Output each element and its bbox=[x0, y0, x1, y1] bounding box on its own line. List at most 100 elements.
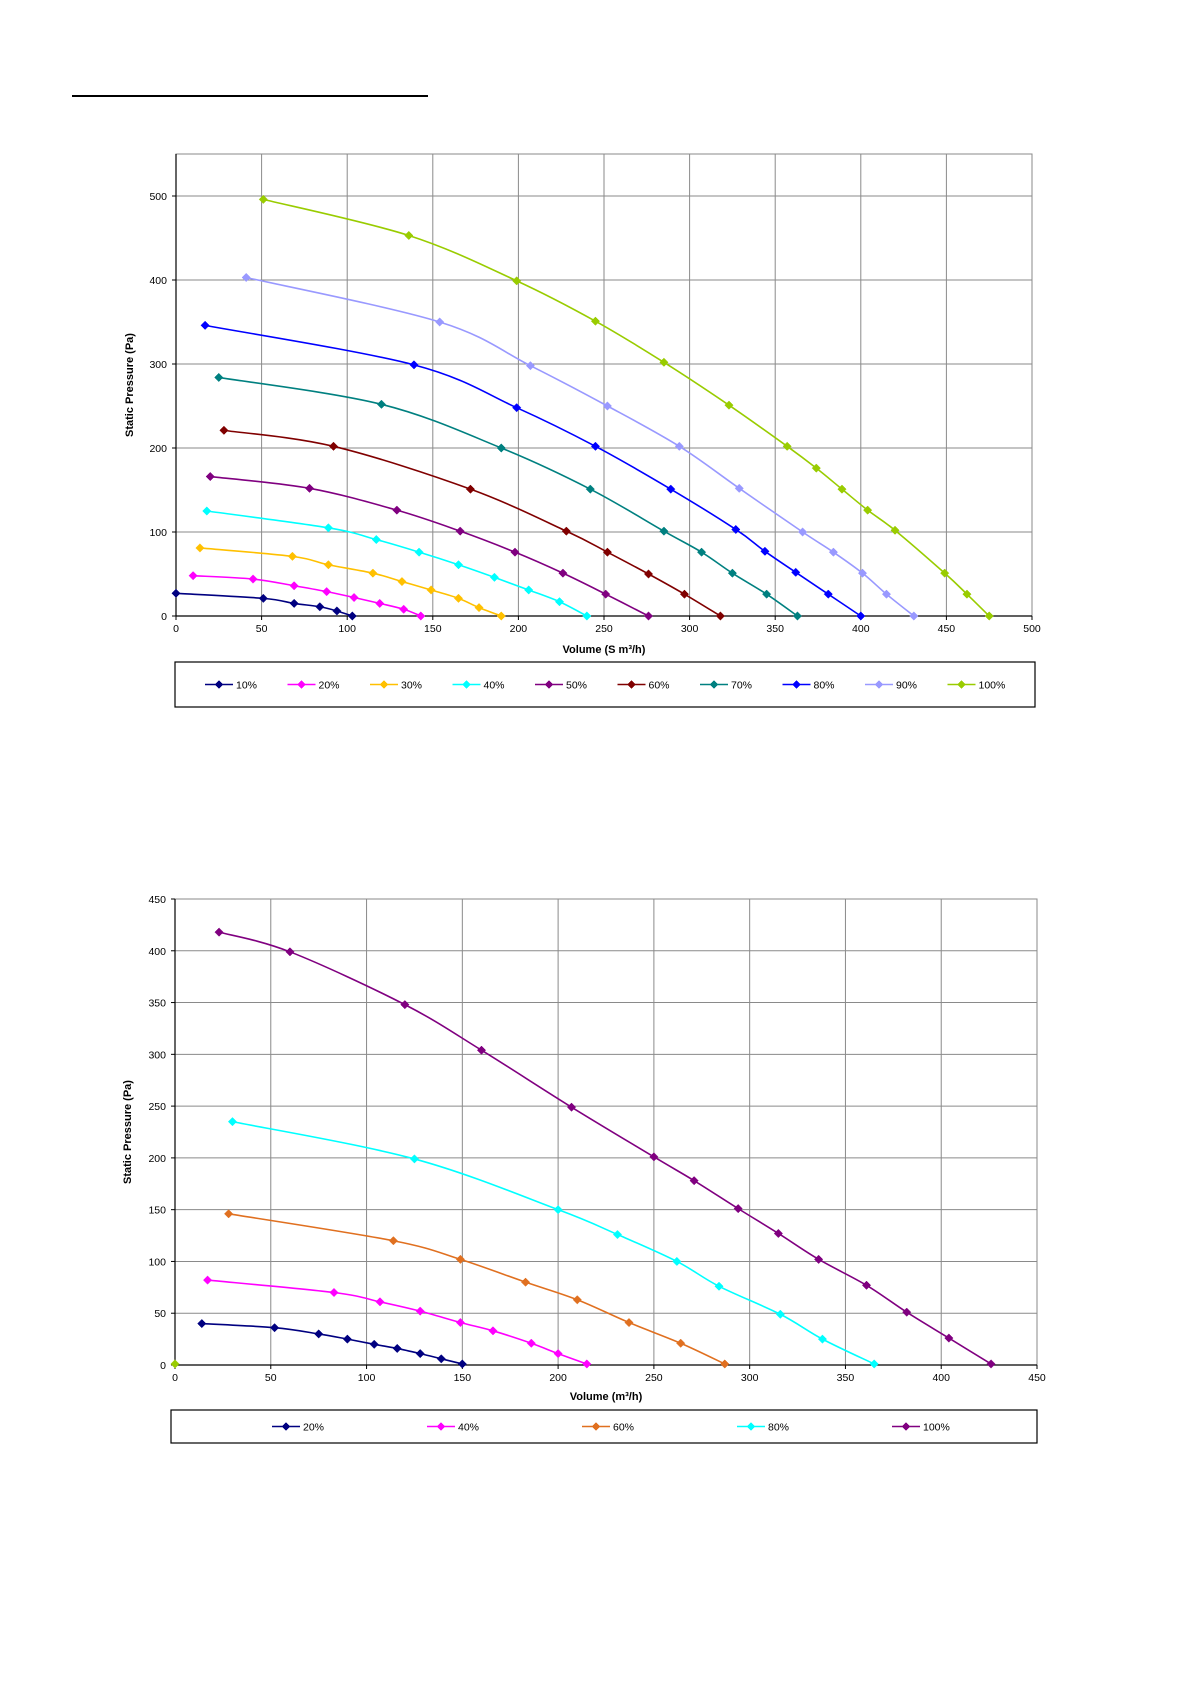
y-tick-label: 250 bbox=[148, 1101, 166, 1113]
data-point bbox=[566, 1102, 577, 1112]
data-point bbox=[510, 547, 520, 557]
legend-item: 60% bbox=[617, 680, 670, 692]
series-90pct bbox=[241, 272, 919, 621]
data-point bbox=[368, 568, 378, 578]
data-point bbox=[476, 1045, 487, 1055]
data-point bbox=[602, 401, 612, 411]
data-point bbox=[415, 1306, 425, 1316]
y-tick-label: 400 bbox=[148, 946, 166, 958]
y-tick-label: 100 bbox=[148, 1256, 166, 1268]
x-tick-label: 350 bbox=[766, 623, 784, 635]
data-point bbox=[457, 1359, 467, 1369]
data-point bbox=[171, 588, 181, 598]
data-point bbox=[572, 1295, 582, 1305]
legend-item: 80% bbox=[737, 1422, 789, 1434]
data-point bbox=[823, 589, 833, 599]
legend-swatch-marker bbox=[746, 1422, 756, 1431]
data-point bbox=[404, 230, 414, 241]
data-point bbox=[857, 568, 868, 578]
legend-swatch-marker bbox=[901, 1422, 911, 1431]
data-point bbox=[869, 1359, 879, 1369]
data-point bbox=[762, 589, 772, 599]
data-point bbox=[679, 589, 690, 599]
data-point bbox=[861, 1280, 872, 1290]
series-80pct bbox=[200, 320, 866, 621]
y-axis-title: Static Pressure (Pa) bbox=[122, 1080, 134, 1184]
legend-label: 60% bbox=[649, 680, 670, 692]
data-point bbox=[666, 484, 676, 494]
data-point bbox=[520, 1277, 531, 1287]
series-line bbox=[228, 1213, 726, 1365]
data-point bbox=[791, 567, 801, 577]
data-point bbox=[322, 587, 332, 597]
data-point bbox=[553, 1205, 563, 1215]
x-tick-label: 450 bbox=[938, 623, 956, 635]
legend-swatch-marker bbox=[379, 680, 389, 689]
data-point bbox=[347, 611, 357, 621]
data-point bbox=[734, 483, 744, 493]
series-80pct bbox=[227, 1117, 879, 1369]
legend-label: 100% bbox=[979, 680, 1006, 692]
series-40pct bbox=[203, 1275, 592, 1369]
y-tick-label: 50 bbox=[154, 1308, 166, 1320]
data-point bbox=[585, 484, 595, 494]
data-point bbox=[590, 441, 600, 451]
data-point bbox=[940, 568, 950, 578]
legend-swatch-marker bbox=[297, 680, 306, 689]
data-point bbox=[200, 320, 210, 330]
legend-item: 100% bbox=[947, 680, 1006, 692]
x-tick-label: 250 bbox=[595, 623, 613, 635]
data-point bbox=[601, 589, 611, 599]
legend-item: 90% bbox=[865, 680, 917, 692]
legend-swatch-marker bbox=[544, 680, 554, 689]
data-point bbox=[773, 1228, 783, 1239]
data-point bbox=[731, 524, 741, 535]
data-point bbox=[561, 526, 571, 536]
data-point bbox=[332, 606, 342, 616]
data-point bbox=[828, 547, 838, 557]
data-point bbox=[329, 1287, 339, 1298]
data-point bbox=[219, 425, 229, 435]
series-30pct bbox=[195, 543, 506, 621]
data-point bbox=[289, 581, 299, 591]
data-point bbox=[426, 585, 436, 595]
data-point bbox=[902, 1307, 912, 1317]
legend-item: 20% bbox=[272, 1422, 324, 1434]
data-point bbox=[399, 604, 409, 614]
data-point bbox=[624, 1317, 634, 1328]
x-tick-label: 150 bbox=[424, 623, 442, 635]
header-rule bbox=[72, 95, 428, 97]
data-point bbox=[248, 574, 258, 584]
data-point bbox=[285, 947, 295, 957]
data-point bbox=[659, 357, 669, 367]
data-point bbox=[733, 1204, 743, 1214]
data-point bbox=[409, 360, 419, 370]
data-point bbox=[856, 611, 866, 621]
data-point bbox=[241, 272, 251, 283]
data-point bbox=[270, 1323, 280, 1333]
y-tick-label: 200 bbox=[149, 443, 167, 455]
legend-swatch-marker bbox=[792, 680, 801, 689]
legend-swatch-marker bbox=[214, 680, 224, 689]
data-point bbox=[453, 560, 464, 570]
data-point bbox=[715, 611, 725, 621]
data-point bbox=[863, 505, 873, 515]
data-point bbox=[890, 525, 900, 535]
x-tick-label: 200 bbox=[510, 623, 528, 635]
data-point bbox=[392, 505, 402, 515]
y-tick-label: 300 bbox=[149, 359, 167, 371]
x-tick-label: 150 bbox=[454, 1372, 472, 1384]
legend-label: 100% bbox=[923, 1422, 950, 1434]
data-point bbox=[314, 1329, 324, 1339]
data-point bbox=[195, 543, 205, 553]
data-point bbox=[689, 1176, 699, 1186]
chart-2: 0 50 100 150 200 250 300 350 400 450 0 50 100 150 200 2… bbox=[122, 894, 1046, 1444]
series-100pct bbox=[258, 194, 994, 621]
x-tick-label: 500 bbox=[1023, 623, 1041, 635]
data-point bbox=[227, 1117, 238, 1127]
data-point bbox=[203, 1275, 213, 1285]
y-tick-label: 200 bbox=[148, 1153, 166, 1165]
data-point bbox=[881, 589, 892, 599]
data-point bbox=[612, 1229, 623, 1240]
